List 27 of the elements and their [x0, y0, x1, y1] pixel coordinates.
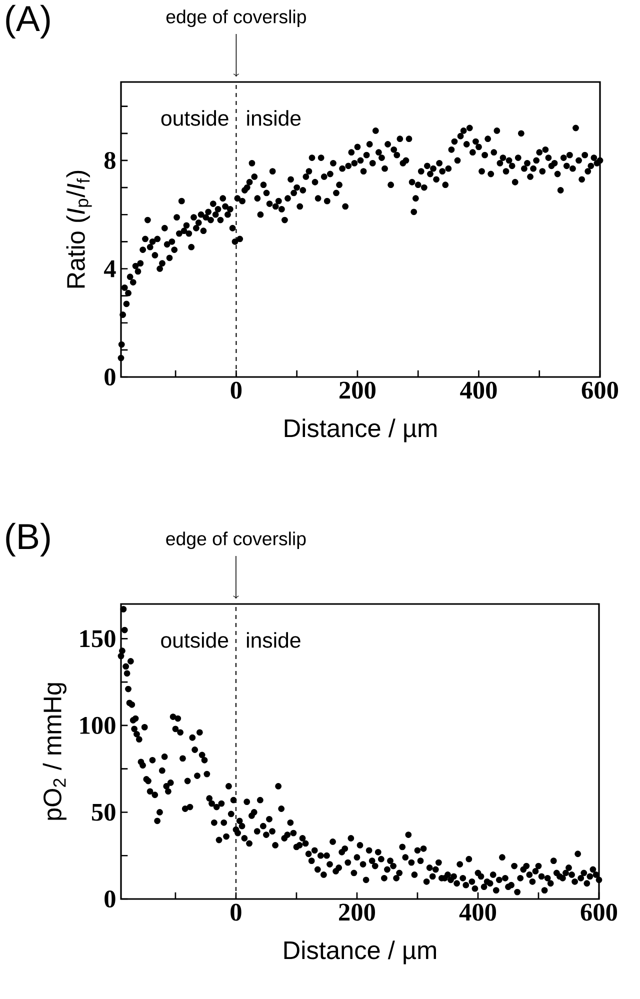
y-tick-label: 0	[104, 890, 116, 908]
x-tick-label: 0	[230, 904, 242, 921]
annotation: inside	[247, 110, 301, 126]
y-tick-label: 100	[80, 716, 116, 734]
annotation: outside	[161, 110, 228, 126]
x-tick-label: 0	[230, 382, 242, 399]
y-tick-label: 0	[104, 368, 116, 386]
text: edge of coverslip	[166, 532, 306, 550]
chart-title: (A)	[6, 4, 50, 38]
y-axis-title: pO$_{2}$ / mmHg	[42, 683, 66, 820]
y-tick-label: 50	[92, 804, 116, 821]
text: edge of coverslip	[166, 10, 306, 28]
x-axis-title: Distance / µm	[284, 940, 436, 964]
x-tick-label: 200	[339, 904, 375, 921]
y-tick-label: 150	[80, 630, 116, 648]
y-tick-label: 8	[104, 152, 116, 170]
x-axis-title: Distance / µm	[284, 418, 436, 442]
annotation: inside	[246, 632, 300, 648]
y-axis-title: Ratio (I$_{p}$/I$_{f}$)	[66, 170, 92, 288]
y-tick-label: 4	[104, 260, 116, 278]
x-tick-label: 200	[340, 382, 376, 399]
annotation: outside	[161, 632, 228, 648]
x-tick-label: 600	[580, 904, 618, 921]
x-tick-label: 400	[460, 382, 497, 399]
chart-title: (B)	[6, 522, 50, 556]
x-tick-label: 400	[459, 904, 496, 921]
x-tick-label: 600	[582, 382, 618, 399]
